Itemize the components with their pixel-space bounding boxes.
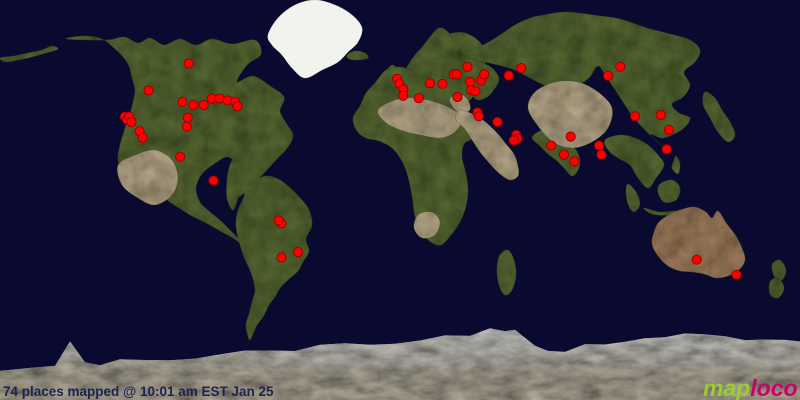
svg-text:maploco: maploco	[703, 375, 798, 400]
svg-text:74 places mapped @ 10:01 am ES: 74 places mapped @ 10:01 am EST Jan 25	[3, 384, 274, 399]
